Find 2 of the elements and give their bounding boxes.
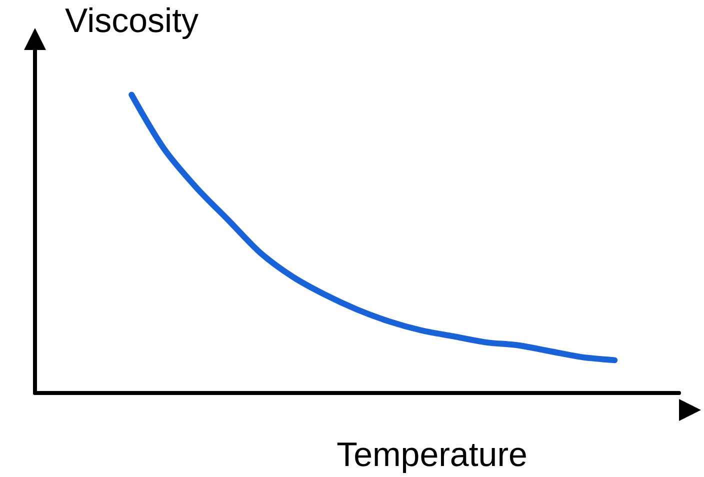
x-axis-title: Temperature (336, 436, 528, 474)
y-axis-title: Viscosity (65, 2, 199, 40)
